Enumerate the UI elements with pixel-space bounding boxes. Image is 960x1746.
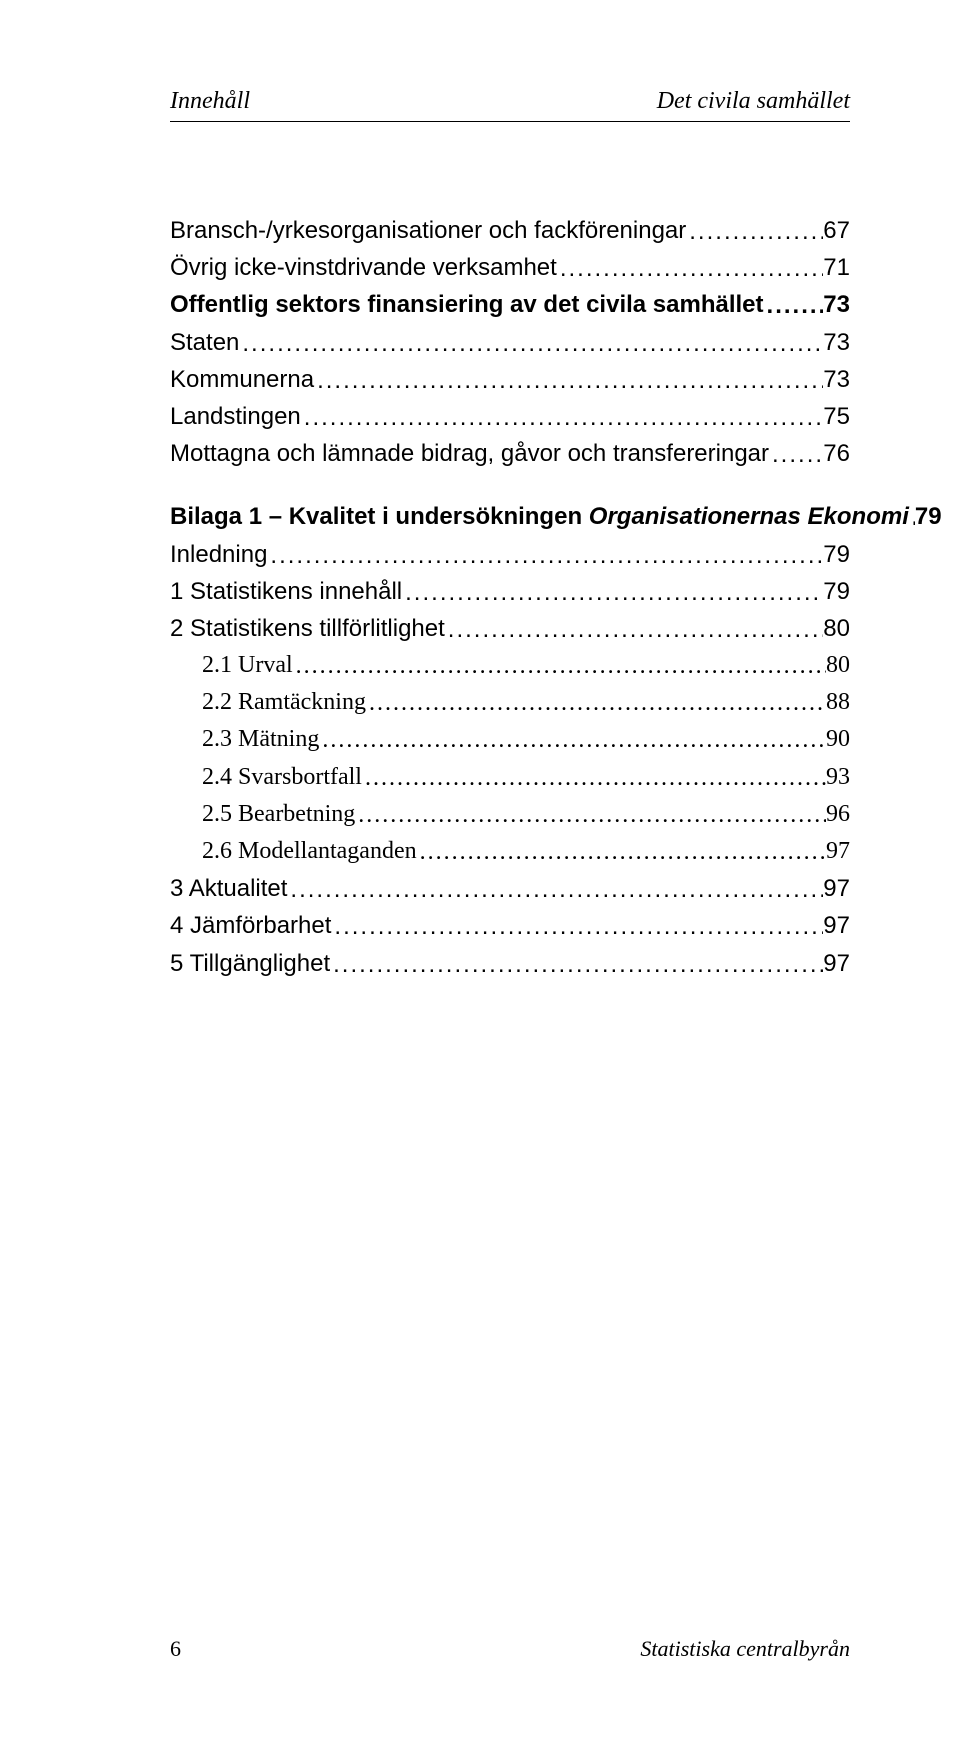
toc-page: 90 [826,721,850,758]
toc-label: Övrig icke-vinstdrivande verksamhet [170,249,557,286]
toc-page: 97 [826,833,850,870]
toc-leader [764,287,824,324]
toc-leader [686,213,823,250]
toc-leader [331,908,823,945]
toc-entry: 1 Statistikens innehåll 79 [170,573,850,610]
toc-leader [330,946,823,983]
toc-page: 79 [915,498,942,535]
toc-page: 73 [823,324,850,361]
toc-entry: Offentlig sektors finansiering av det ci… [170,286,850,323]
toc-label: Landstingen [170,398,301,435]
toc-label: 2.3 Mätning [202,721,319,758]
toc-page: 79 [823,536,850,573]
toc-entry: Inledning 79 [170,536,850,573]
toc-leader [417,834,826,871]
toc-label-italic: Organisationernas Ekonomi [589,503,909,530]
toc-label: 2.5 Bearbetning [202,796,355,833]
header-right: Det civila samhället [657,88,850,115]
toc-entry: 2.1 Urval 80 [170,647,850,684]
toc-label: Bilaga 1 – Kvalitet i undersökningen Org… [170,498,909,535]
toc-entry: 4 Jämförbarhet 97 [170,907,850,944]
toc-leader [301,399,824,436]
toc-label: Mottagna och lämnade bidrag, gåvor och t… [170,435,769,472]
toc-label: 4 Jämförbarhet [170,907,331,944]
toc-leader [445,611,824,648]
toc-label: Offentlig sektors finansiering av det ci… [170,286,764,323]
toc-page: 80 [823,610,850,647]
toc-leader [402,574,823,611]
toc-page: 97 [823,870,850,907]
toc-label: 1 Statistikens innehåll [170,573,402,610]
toc-leader [909,499,915,536]
toc-label: Bransch-/yrkesorganisationer och fackför… [170,212,686,249]
toc-entry: 2.2 Ramtäckning 88 [170,684,850,721]
page: Innehåll Det civila samhället Bransch-/y… [0,0,960,1746]
toc-entry: Landstingen 75 [170,398,850,435]
toc-entry: Bransch-/yrkesorganisationer och fackför… [170,212,850,249]
toc-entry: Kommunerna 73 [170,361,850,398]
toc-leader [769,436,823,473]
toc-page: 80 [826,647,850,684]
toc-entry: Övrig icke-vinstdrivande verksamhet 71 [170,249,850,286]
toc-leader [267,537,823,574]
toc-page: 96 [826,796,850,833]
toc-entry: 2 Statistikens tillförlitlighet 80 [170,610,850,647]
toc-label: 5 Tillgänglighet [170,945,330,982]
toc-leader [314,362,823,399]
toc-entry: 2.6 Modellantaganden 97 [170,833,850,870]
toc-page: 88 [826,684,850,721]
toc-leader [362,760,826,797]
page-footer: 6 Statistiska centralbyrån [170,1636,850,1662]
toc-leader [319,722,826,759]
toc-page: 73 [823,361,850,398]
toc-label: 2.6 Modellantaganden [202,833,417,870]
toc-page: 97 [823,945,850,982]
toc-page: 73 [823,286,850,323]
toc-leader [293,648,826,685]
toc-page: 79 [823,573,850,610]
toc-entry: 2.3 Mätning 90 [170,721,850,758]
toc-label: Kommunerna [170,361,314,398]
page-header: Innehåll Det civila samhället [170,88,850,122]
toc-label: Inledning [170,536,267,573]
toc-leader [355,797,826,834]
toc-leader [287,871,823,908]
toc-page: 75 [823,398,850,435]
header-left: Innehåll [170,88,250,115]
footer-publisher: Statistiska centralbyrån [640,1636,850,1662]
toc-entry-bilaga: Bilaga 1 – Kvalitet i undersökningen Org… [170,498,850,535]
toc-label: 2 Statistikens tillförlitlighet [170,610,445,647]
toc-page: 97 [823,907,850,944]
toc-page: 93 [826,759,850,796]
spacer [170,472,850,498]
footer-page-number: 6 [170,1636,181,1662]
toc-page: 71 [823,249,850,286]
toc-entry: Staten 73 [170,324,850,361]
toc-entry: 2.5 Bearbetning 96 [170,796,850,833]
toc-leader [557,250,823,287]
toc-label: 2.4 Svarsbortfall [202,759,362,796]
toc-label: Staten [170,324,239,361]
toc-label: 2.2 Ramtäckning [202,684,366,721]
toc-label: 2.1 Urval [202,647,293,684]
toc-entry: 2.4 Svarsbortfall 93 [170,759,850,796]
toc-leader [239,325,823,362]
toc-entry: 3 Aktualitet 97 [170,870,850,907]
table-of-contents: Bransch-/yrkesorganisationer och fackför… [170,212,850,982]
toc-leader [366,685,826,722]
toc-page: 67 [823,212,850,249]
toc-label: 3 Aktualitet [170,870,287,907]
toc-entry: 5 Tillgänglighet 97 [170,945,850,982]
toc-page: 76 [823,435,850,472]
toc-entry: Mottagna och lämnade bidrag, gåvor och t… [170,435,850,472]
